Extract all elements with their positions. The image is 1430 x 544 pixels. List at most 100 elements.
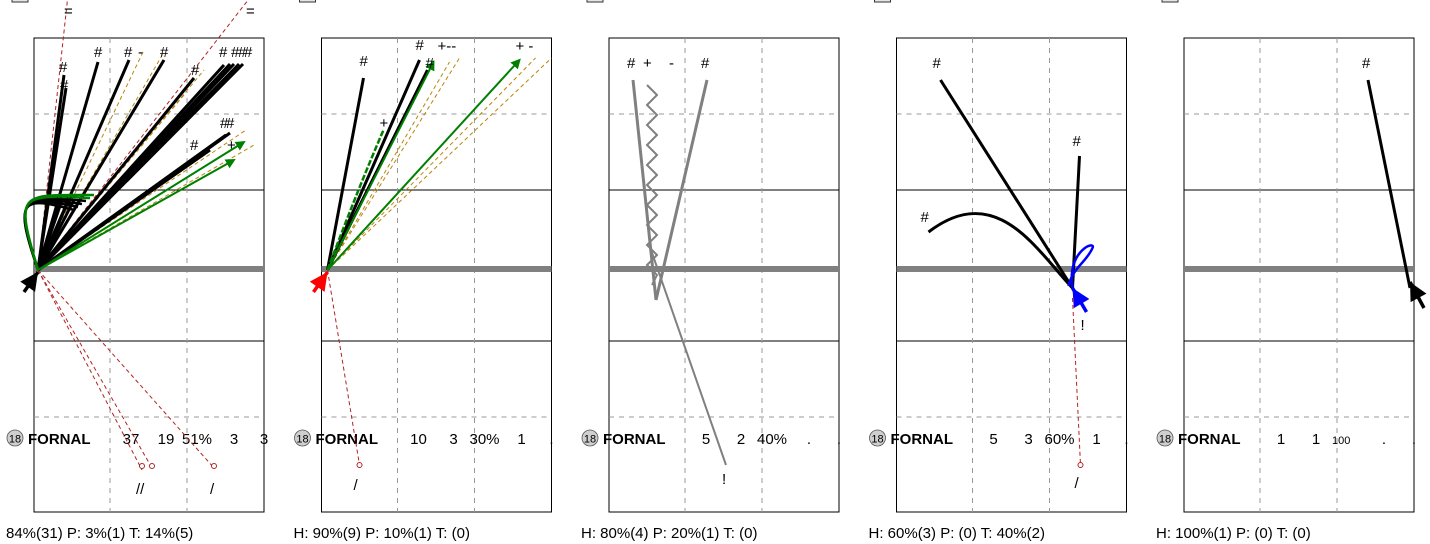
panel-2: 18 FORNAL 10 3 30% 1 . H: 90%(9) P: 10%(1) T: (… xyxy=(294,0,554,542)
player-name: FORNAL xyxy=(603,431,666,448)
stat-value: . xyxy=(1124,431,1128,448)
player-number-badge xyxy=(869,429,886,447)
neutral-trajectory xyxy=(327,61,450,271)
success-mark: # xyxy=(231,44,240,61)
player-number: 18 xyxy=(584,434,596,446)
stat-value: . xyxy=(807,431,811,448)
error-trajectory xyxy=(37,269,215,469)
stat-value: . xyxy=(1412,431,1416,448)
stat-value: 2 xyxy=(737,431,745,448)
gray-mark: + xyxy=(643,55,652,72)
success-mark: # xyxy=(124,44,133,61)
error-mark: / xyxy=(210,481,215,498)
block-trajectory xyxy=(1067,244,1094,289)
player-number-badge xyxy=(6,429,24,447)
success-trajectory xyxy=(36,77,196,271)
positive-mark: + xyxy=(227,137,236,154)
error-point xyxy=(1077,462,1084,468)
positive-trajectory xyxy=(326,60,435,271)
error-point xyxy=(149,463,155,469)
panel-footer: 84%(31) P: 3%(1) T: 14%(5) xyxy=(6,525,193,542)
gray-mark: # xyxy=(627,55,636,72)
player-number: 18 xyxy=(9,434,21,446)
success-mark: # xyxy=(59,59,68,76)
neutral-trajectory xyxy=(37,49,145,271)
court-outline xyxy=(608,37,840,513)
success-trajectory xyxy=(326,59,421,271)
stat-value: 3 xyxy=(260,431,268,448)
serve-arrow-shaft xyxy=(312,270,329,294)
success-trajectory xyxy=(939,79,1074,289)
panel-footer: H: 60%(3) P: (0) T: 40%(2) xyxy=(869,525,1045,542)
success-trajectory xyxy=(36,199,76,271)
court-outline xyxy=(1183,37,1415,513)
court-outline xyxy=(321,37,552,513)
block-mark: ! xyxy=(1081,317,1085,334)
gray-trajectory xyxy=(650,249,727,466)
success-mark: # xyxy=(426,55,435,72)
player-name: FORNAL xyxy=(28,431,91,448)
panel-footer: H: 100%(1) P: (0) T: (0) xyxy=(1156,525,1311,542)
success-trajectory xyxy=(37,131,231,272)
panel-4: 18 FORNAL 5 3 60% 1 . H: 60%(3) P: (0) T: 40%(2… xyxy=(869,0,1129,542)
gray-trajectory xyxy=(645,84,659,286)
success-trajectory xyxy=(36,87,68,271)
success-mark: # xyxy=(1362,55,1371,72)
error-trajectory xyxy=(37,269,153,469)
error-trajectory xyxy=(37,269,143,471)
success-mark: # xyxy=(226,115,235,132)
stat-value: 1 xyxy=(517,431,525,448)
panel-3: 18 FORNAL 5 2 40%. . H: 80%(4) P: 20%(1) T: (0… xyxy=(581,0,841,542)
gray-trajectory xyxy=(654,79,709,301)
success-mark: # xyxy=(238,44,247,61)
panel-2-trajectories: /###+-- + -+ xyxy=(309,37,552,494)
error-point xyxy=(139,463,145,469)
stat-value: 19 xyxy=(158,431,175,448)
neutral-trajectory xyxy=(327,57,552,271)
error-point xyxy=(211,463,217,469)
success-mark: # xyxy=(191,62,200,79)
success-mark: # xyxy=(64,194,73,211)
positive-trajectory xyxy=(37,159,236,271)
panel-5-trajectories: # xyxy=(1362,55,1427,309)
success-trajectory xyxy=(326,77,365,271)
success-mark: # xyxy=(416,37,425,54)
player-number: 18 xyxy=(871,434,883,446)
stat-value: 3 xyxy=(449,431,457,448)
gray-mark: - xyxy=(669,55,674,72)
panel-footer: H: 90%(9) P: 10%(1) T: (0) xyxy=(294,525,470,542)
stat-value: 1 xyxy=(1312,431,1320,448)
neutral-trajectory xyxy=(327,57,536,271)
error-trajectory xyxy=(327,269,360,466)
positive-trajectory xyxy=(326,58,521,271)
success-trajectory xyxy=(24,193,95,271)
serve-arrow-shaft xyxy=(1408,281,1426,309)
panel-3-trajectories: # + - #! xyxy=(627,55,727,488)
success-mark: # xyxy=(1073,133,1082,150)
panel-4-trajectories: / # # #! xyxy=(921,55,1094,492)
success-trajectory xyxy=(1366,79,1412,289)
positive-mark: +-- xyxy=(438,38,457,55)
success-mark: # xyxy=(219,44,228,61)
positive-trajectory xyxy=(37,140,246,271)
panel-footer: H: 80%(4) P: 20%(1) T: (0) xyxy=(581,525,757,542)
neutral-mark: - xyxy=(138,44,143,61)
success-mark: # xyxy=(220,115,229,132)
panel-tab xyxy=(1161,0,1179,3)
success-trajectory xyxy=(36,62,245,272)
positive-trajectory xyxy=(326,129,385,271)
panel-tab xyxy=(874,0,891,3)
player-number: 18 xyxy=(296,434,308,446)
serve-arrow-shaft xyxy=(1070,287,1089,313)
error-mark: = xyxy=(246,3,255,20)
gray-mark: # xyxy=(701,55,710,72)
stat-value: . xyxy=(549,431,553,448)
success-mark: # xyxy=(60,77,69,94)
stat-value: 3 xyxy=(230,431,238,448)
panel-1-trajectories: = =///### # ### ####### #-+ xyxy=(20,0,255,498)
error-mark: / xyxy=(1075,475,1080,492)
player-number-badge xyxy=(581,429,599,447)
success-mark: # xyxy=(360,53,369,70)
stat-value: 30% xyxy=(470,431,500,448)
